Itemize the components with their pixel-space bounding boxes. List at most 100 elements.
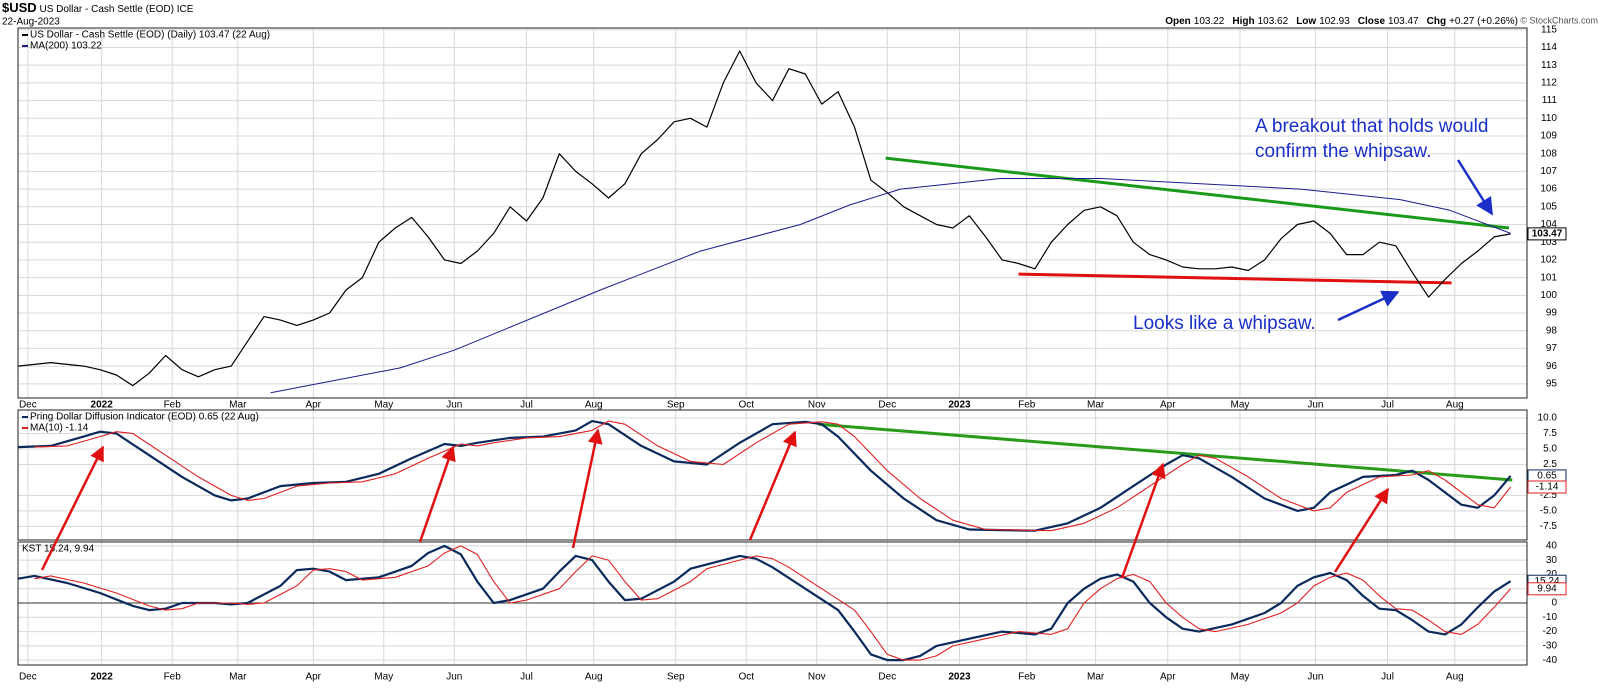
y-tick-label: 115 (1541, 24, 1557, 35)
x-tick-label: Feb (164, 672, 182, 683)
y-tick-label: 40 (1546, 540, 1558, 551)
plot-border (17, 409, 1528, 541)
y-tick-label: 106 (1540, 184, 1557, 195)
copyright: © StockCharts.com (1520, 15, 1598, 25)
y-tick-label: 98 (1546, 325, 1558, 336)
x-tick-label: Mar (1087, 672, 1105, 683)
arrow (1456, 159, 1494, 216)
series-line (17, 420, 1512, 532)
plot-area (18, 28, 1527, 398)
y-tick-label: 96 (1546, 361, 1558, 372)
plot-border (17, 541, 1528, 666)
y-tick-label: 95 (1546, 378, 1558, 389)
arrow (1333, 487, 1390, 573)
x-tick-label: Jun (446, 672, 462, 683)
x-tick-label: Feb (1018, 400, 1036, 411)
y-tick-label: -30 (1543, 640, 1558, 651)
quote-label: Low (1296, 16, 1316, 27)
symbol: $USD (2, 0, 37, 15)
y-tick-label: 99 (1546, 308, 1558, 319)
y-tick-label: 102 (1540, 255, 1557, 266)
last-value-label: 15.24 (1534, 576, 1559, 587)
arrow (40, 445, 105, 571)
x-tick-label: Oct (738, 672, 754, 683)
last-value-label: 103.47 (1532, 229, 1563, 240)
x-tick-label: 2023 (948, 672, 971, 683)
quote-value: 103.47 (1388, 16, 1419, 27)
y-tick-label: -40 (1543, 655, 1558, 666)
y-tick-label: 111 (1542, 95, 1558, 106)
x-tick-label: 2022 (91, 400, 114, 411)
legend-entry: MA(10) -1.14 (30, 423, 89, 434)
quote-label: High (1232, 16, 1254, 27)
y-tick-label: 10.0 (1538, 413, 1558, 424)
series-line (17, 544, 1512, 662)
x-tick-label: Aug (585, 400, 603, 411)
y-tick-label: -10 (1543, 612, 1558, 623)
x-tick-label: Apr (1160, 672, 1176, 683)
x-tick-label: Sep (667, 672, 685, 683)
x-tick-label: Feb (1018, 672, 1036, 683)
y-tick-label: -5.0 (1540, 506, 1558, 517)
quote: Open 103.22 High 103.62 Low 102.93 Close 103.47… (1165, 16, 1518, 27)
instrument-name: US Dollar - Cash Settle (EOD) ICE (39, 4, 193, 15)
x-tick-label: Apr (305, 400, 321, 411)
y-tick-label: 109 (1540, 131, 1557, 142)
x-tick-label: Apr (305, 672, 321, 683)
arrow (571, 428, 603, 549)
x-tick-label: Jul (1381, 672, 1394, 683)
x-tick-label: Jun (1307, 400, 1323, 411)
series-line (34, 545, 1512, 661)
last-value-label: -1.14 (1536, 482, 1559, 493)
x-tick-label: Jul (520, 400, 533, 411)
annotation: Looks like a whipsaw. (1133, 313, 1316, 334)
x-tick-label: Dec (19, 400, 37, 411)
x-tick-label: 2022 (91, 672, 114, 683)
y-tick-label: 113 (1541, 60, 1557, 71)
y-tick-label: 30 (1546, 555, 1558, 566)
x-tick-label: Nov (808, 672, 826, 683)
y-tick-label: 112 (1541, 78, 1557, 89)
x-tick-label: Jun (1307, 672, 1323, 683)
header-line: $USD US Dollar - Cash Settle (EOD) ICE (2, 0, 194, 15)
x-tick-label: Mar (1087, 400, 1105, 411)
y-tick-label: 97 (1546, 343, 1558, 354)
trendline (885, 156, 1510, 230)
arrow (1120, 462, 1166, 579)
annotation: A breakout that holds would (1255, 116, 1488, 137)
y-tick-label: 0 (1551, 598, 1557, 609)
legend-entry: Pring Dollar Diffusion Indicator (EOD) 0… (30, 412, 259, 423)
x-tick-label: May (374, 400, 393, 411)
y-tick-label: 107 (1540, 166, 1557, 177)
quote-value: 103.22 (1194, 16, 1225, 27)
x-tick-label: May (374, 672, 393, 683)
x-tick-label: Oct (738, 400, 754, 411)
y-tick-label: -2.5 (1540, 490, 1558, 501)
x-tick-label: Dec (878, 400, 896, 411)
date: 22-Aug-2023 (2, 17, 60, 28)
y-tick-label: 103 (1540, 237, 1557, 248)
legend-entry: KST 15.24, 9.94 (22, 544, 95, 555)
y-tick-label: 114 (1541, 42, 1557, 53)
arrow (748, 430, 797, 541)
y-tick-label: 101 (1540, 272, 1557, 283)
x-tick-label: Jul (520, 672, 533, 683)
y-tick-label: 104 (1540, 219, 1557, 230)
annotation: confirm the whipsaw. (1255, 141, 1431, 162)
x-tick-label: Aug (1446, 400, 1464, 411)
x-tick-label: Dec (19, 672, 37, 683)
y-tick-label: -7.5 (1540, 521, 1558, 532)
y-tick-label: 5.0 (1543, 444, 1557, 455)
last-value-label: 9.94 (1537, 583, 1557, 594)
x-tick-label: 2023 (948, 400, 971, 411)
y-tick-label: 108 (1540, 148, 1557, 159)
arrow (418, 445, 456, 543)
y-tick-label: 7.5 (1543, 428, 1557, 439)
x-tick-label: Jun (446, 400, 462, 411)
trendline (818, 422, 1513, 482)
last-value-box (1527, 582, 1567, 596)
last-value-box (1527, 227, 1567, 241)
x-tick-label: Mar (229, 672, 247, 683)
last-value-label: 0.65 (1537, 471, 1557, 482)
